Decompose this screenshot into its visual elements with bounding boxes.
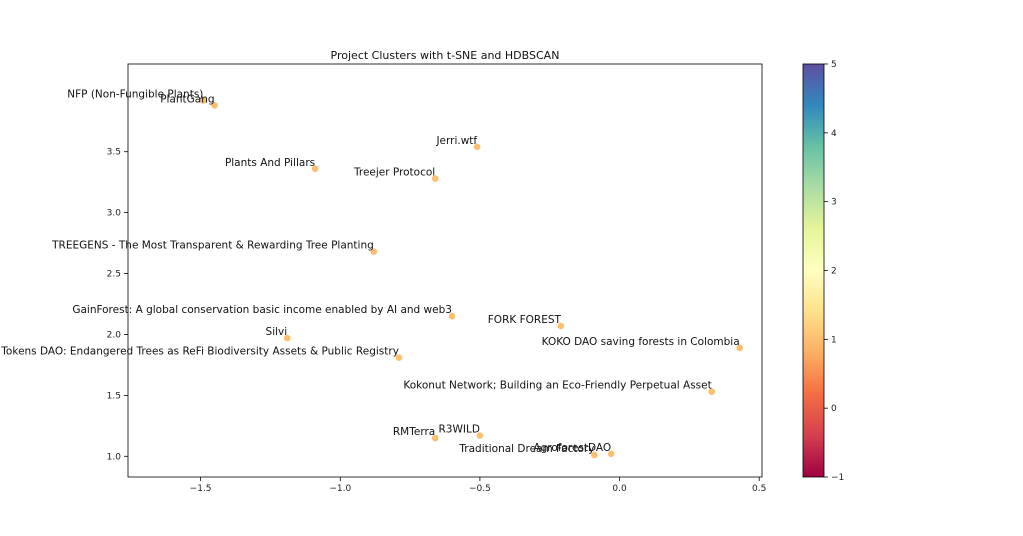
- colorbar-tick-label: 0: [831, 404, 837, 414]
- scatter-point: [395, 354, 403, 361]
- x-tick-label: 0.5: [752, 484, 766, 494]
- x-tick-label: −1.5: [190, 484, 212, 494]
- colorbar-tick-label: 3: [831, 198, 837, 208]
- point-label: Silvi: [266, 326, 288, 338]
- y-tick-label: 1.0: [107, 452, 122, 462]
- colorbar-ticks: −1 0 1 2 3 4 5: [824, 60, 844, 483]
- point-labels: NFP (Non-Fungible Plants)PlantGang Jerri.…: [0, 89, 740, 456]
- scatter-point: [607, 450, 615, 458]
- scatter-point: [431, 175, 439, 182]
- scatter-point: [557, 322, 565, 330]
- point-label: Jerri.wtf: [435, 135, 477, 147]
- point-label: R3WILD: [439, 424, 480, 436]
- chart-title: Project Clusters with t-SNE and HDBSCAN: [331, 49, 560, 62]
- scatter-point: [736, 344, 743, 352]
- scatter-point: [283, 334, 291, 342]
- colorbar-tick-label: 4: [831, 129, 837, 139]
- y-tick-label: 2.0: [107, 330, 122, 340]
- plot-area-frame: [127, 63, 763, 478]
- point-label: TREEGENS - The Most Transparent & Reward…: [51, 240, 374, 252]
- y-tick-label: 3.0: [107, 209, 122, 219]
- point-label: Plants And Pillars: [225, 157, 315, 169]
- point-label: AgroforestDAO: [533, 442, 611, 454]
- scatter-point: [448, 312, 456, 320]
- point-label: KOKO DAO saving forests in Colombia: [542, 336, 740, 348]
- scatter-point: [473, 143, 481, 151]
- scatter-point: [708, 388, 716, 396]
- y-tick-label: 2.5: [107, 270, 121, 280]
- point-label: RMTerra: [393, 426, 435, 438]
- y-tick-label: 1.5: [107, 391, 121, 401]
- colorbar-tick-label: 5: [831, 60, 837, 70]
- scatter-point: [476, 432, 484, 439]
- point-label: FORK FOREST: [488, 314, 562, 326]
- colorbar-tick-label: 2: [831, 267, 837, 277]
- scatter-points: [200, 97, 743, 459]
- x-axis: −1.5 −1.0 −0.5 0.0 0.5: [190, 477, 766, 494]
- scatter-point: [431, 434, 439, 442]
- colorbar: −1 0 1 2 3 4 5: [802, 60, 844, 483]
- point-label: PlantGang: [160, 93, 214, 105]
- point-label: Treejer Protocol: [353, 167, 435, 179]
- scatter-point: [200, 97, 207, 104]
- y-tick-label: 3.5: [107, 148, 121, 158]
- colorbar-tick-label: 1: [831, 335, 837, 345]
- x-tick-label: −1.0: [329, 484, 351, 494]
- point-label: ed Tokens DAO: Endangered Trees as ReFi …: [0, 346, 399, 358]
- x-tick-label: 0.0: [612, 484, 627, 494]
- point-label: GainForest: A global conservation basic …: [72, 304, 452, 316]
- scatter-point: [370, 248, 378, 255]
- colorbar-gradient: [802, 63, 825, 478]
- y-axis: 1.0 1.5 2.0 2.5 3.0 3.5: [107, 148, 128, 462]
- scatter-point: [591, 451, 598, 459]
- scatter-point: [211, 102, 218, 109]
- x-tick-label: −0.5: [469, 484, 491, 494]
- point-label: Traditional Dream Factory: [458, 443, 594, 455]
- point-label: NFP (Non-Fungible Plants): [67, 89, 203, 101]
- scatter-point: [311, 165, 319, 173]
- colorbar-tick-label: −1: [831, 473, 844, 483]
- point-label: Kokonut Network; Building an Eco-Friendl…: [403, 380, 711, 392]
